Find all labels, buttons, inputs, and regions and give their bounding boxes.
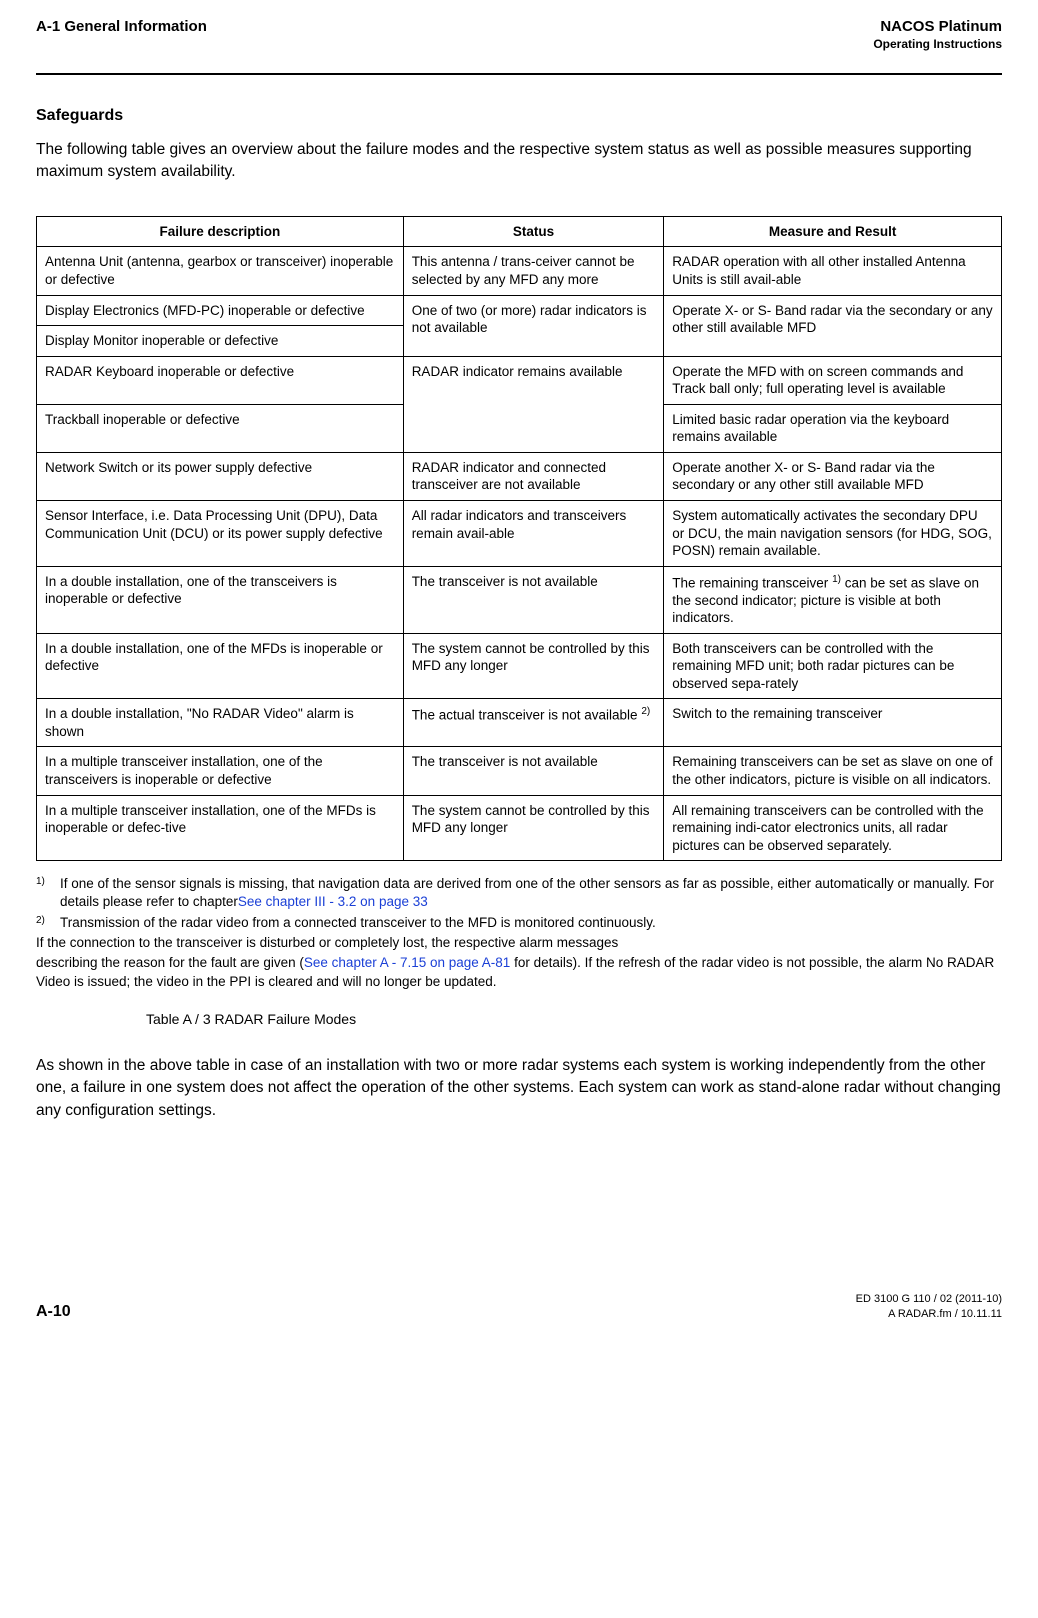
cross-ref-link: See chapter III - 3.2 on page 33	[238, 894, 428, 909]
table-cell: In a double installation, one of the tra…	[37, 566, 404, 633]
table-cell: The transceiver is not available	[403, 566, 664, 633]
table-cell: The system cannot be controlled by this …	[403, 633, 664, 699]
table-cell: This antenna / trans-ceiver cannot be se…	[403, 247, 664, 295]
table-cell: Display Monitor inoperable or defective	[37, 326, 404, 357]
header-right-top: NACOS Platinum	[873, 18, 1002, 35]
table-cell: Antenna Unit (antenna, gearbox or transc…	[37, 247, 404, 295]
footnote-marker: 1)	[36, 875, 60, 911]
table-row: In a double installation, one of the MFD…	[37, 633, 1002, 699]
table-cell: RADAR operation with all other installed…	[664, 247, 1002, 295]
table-cell: Operate another X- or S- Band radar via …	[664, 452, 1002, 500]
footnote-line: If the connection to the transceiver is …	[36, 934, 1002, 952]
footnote-body: Transmission of the radar video from a c…	[60, 914, 1002, 933]
table-cell: Operate X- or S- Band radar via the seco…	[664, 295, 1002, 356]
intro-paragraph: The following table gives an overview ab…	[36, 139, 1002, 184]
table-cell: RADAR indicator remains available	[403, 356, 664, 452]
header-right-sub: Operating Instructions	[873, 37, 1002, 51]
table-row: Network Switch or its power supply defec…	[37, 452, 1002, 500]
page-number: A-10	[36, 1303, 71, 1321]
header-left: A-1 General Information	[36, 18, 207, 35]
table-cell: In a multiple transceiver installation, …	[37, 795, 404, 861]
footnote-line: describing the reason for the fault are …	[36, 954, 1002, 990]
table-cell: System automatically activates the secon…	[664, 500, 1002, 566]
table-cell: In a double installation, one of the MFD…	[37, 633, 404, 699]
table-row: In a multiple transceiver installation, …	[37, 747, 1002, 795]
table-cell: Remaining transceivers can be set as sla…	[664, 747, 1002, 795]
footer-doc-id: ED 3100 G 110 / 02 (2011-10)	[856, 1292, 1002, 1306]
table-header: Status	[403, 216, 664, 247]
table-cell: Limited basic radar operation via the ke…	[664, 404, 1002, 452]
table-cell: Network Switch or its power supply defec…	[37, 452, 404, 500]
footnotes: 1) If one of the sensor signals is missi…	[36, 875, 1002, 991]
table-cell: In a double installation, "No RADAR Vide…	[37, 699, 404, 747]
table-row: RADAR Keyboard inoperable or defective R…	[37, 356, 1002, 404]
failure-modes-table: Failure description Status Measure and R…	[36, 216, 1002, 861]
table-cell: The transceiver is not available	[403, 747, 664, 795]
footnote-body: If one of the sensor signals is missing,…	[60, 875, 1002, 911]
footnote-marker: 2)	[36, 914, 60, 933]
page-header: A-1 General Information NACOS Platinum O…	[36, 18, 1002, 51]
table-header: Measure and Result	[664, 216, 1002, 247]
table-cell: One of two (or more) radar indicators is…	[403, 295, 664, 356]
closing-paragraph: As shown in the above table in case of a…	[36, 1055, 1002, 1122]
section-title: Safeguards	[36, 107, 1002, 125]
table-row: In a double installation, one of the tra…	[37, 566, 1002, 633]
table-cell: RADAR indicator and connected transceive…	[403, 452, 664, 500]
table-cell: Display Electronics (MFD-PC) inoperable …	[37, 295, 404, 326]
table-row: In a double installation, "No RADAR Vide…	[37, 699, 1002, 747]
table-row: In a multiple transceiver installation, …	[37, 795, 1002, 861]
table-cell: Sensor Interface, i.e. Data Processing U…	[37, 500, 404, 566]
table-cell: Both transceivers can be controlled with…	[664, 633, 1002, 699]
page-footer: A-10 ED 3100 G 110 / 02 (2011-10) A RADA…	[36, 1292, 1002, 1321]
table-row: Display Electronics (MFD-PC) inoperable …	[37, 295, 1002, 326]
table-caption: Table A / 3 RADAR Failure Modes	[146, 1011, 1002, 1027]
header-divider	[36, 73, 1002, 75]
table-row: Sensor Interface, i.e. Data Processing U…	[37, 500, 1002, 566]
table-header: Failure description	[37, 216, 404, 247]
table-cell: The system cannot be controlled by this …	[403, 795, 664, 861]
table-cell: Operate the MFD with on screen commands …	[664, 356, 1002, 404]
table-cell: The remaining transceiver 1) can be set …	[664, 566, 1002, 633]
table-cell: Switch to the remaining transceiver	[664, 699, 1002, 747]
table-cell: In a multiple transceiver installation, …	[37, 747, 404, 795]
table-cell: All remaining transceivers can be contro…	[664, 795, 1002, 861]
table-cell: RADAR Keyboard inoperable or defective	[37, 356, 404, 404]
table-cell: The actual transceiver is not available …	[403, 699, 664, 747]
cross-ref-link: See chapter A - 7.15 on page A-81	[304, 955, 510, 970]
table-row: Antenna Unit (antenna, gearbox or transc…	[37, 247, 1002, 295]
table-cell: Trackball inoperable or defective	[37, 404, 404, 452]
footer-file-id: A RADAR.fm / 10.11.11	[856, 1307, 1002, 1321]
table-cell: All radar indicators and transceivers re…	[403, 500, 664, 566]
